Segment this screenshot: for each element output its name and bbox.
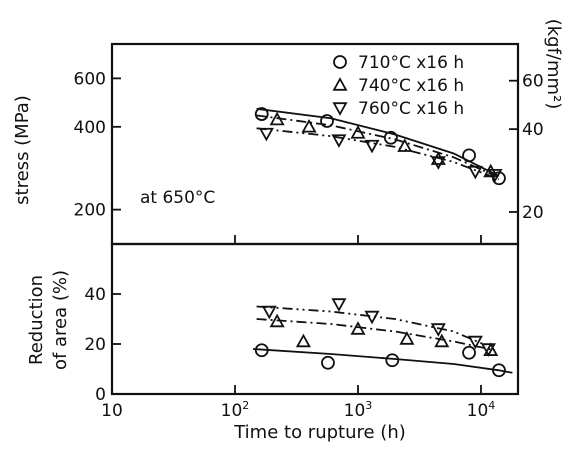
bottom-data-point bbox=[364, 310, 380, 325]
legend-label: 740°C x16 h bbox=[358, 76, 464, 96]
top-y2-tick-label: 40 bbox=[522, 120, 544, 140]
bottom-data-point bbox=[492, 363, 506, 378]
top-data-point bbox=[467, 165, 483, 180]
top-y2-tick-label: 60 bbox=[522, 72, 544, 92]
bottom-fit-line-1 bbox=[256, 318, 496, 352]
top-data-point bbox=[483, 163, 499, 178]
legend-marker bbox=[332, 102, 348, 116]
bottom-data-point bbox=[295, 333, 311, 348]
bottom-y-ticks: 0 20 40 bbox=[84, 285, 121, 405]
top-data-point bbox=[350, 125, 366, 139]
bottom-data-point bbox=[434, 333, 450, 348]
top-data-points bbox=[254, 107, 506, 186]
top-fit-line-1 bbox=[256, 114, 500, 179]
bottom-data-point bbox=[399, 331, 415, 345]
top-y2-tick-label: 20 bbox=[522, 203, 544, 223]
top-y-tick-label: 200 bbox=[74, 201, 106, 221]
legend-label: 710°C x16 h bbox=[358, 53, 464, 73]
bottom-y-axis-title-line2: of area (%) bbox=[50, 270, 71, 370]
legend-label: 760°C x16 h bbox=[358, 99, 464, 119]
temperature-annotation: at 650°C bbox=[140, 188, 215, 208]
legend-marker bbox=[333, 55, 347, 69]
bottom-data-points bbox=[254, 298, 506, 378]
bottom-data-point bbox=[467, 335, 483, 350]
legend: 710°C x16 h 740°C x16 h 760°C x16 h bbox=[332, 53, 464, 119]
top-data-point bbox=[258, 127, 274, 142]
x-axis-title: Time to rupture (h) bbox=[233, 422, 406, 443]
top-y-tick-label: 600 bbox=[74, 69, 106, 89]
top-data-point bbox=[364, 139, 380, 154]
top-y2-ticks: 20 40 60 bbox=[509, 72, 544, 223]
bottom-fit-lines bbox=[252, 305, 513, 374]
bottom-data-point bbox=[385, 353, 400, 368]
top-data-point bbox=[487, 168, 503, 183]
top-fit-lines bbox=[256, 107, 500, 181]
bottom-data-point bbox=[254, 343, 269, 358]
bottom-data-point bbox=[430, 323, 446, 337]
bottom-data-point bbox=[331, 298, 347, 312]
bottom-y-axis-title-line1: Reduction bbox=[26, 275, 47, 365]
bottom-y-tick-label: 0 bbox=[95, 385, 106, 405]
x-tick-label: 103 bbox=[344, 399, 373, 421]
top-data-point bbox=[397, 138, 413, 152]
bottom-data-point bbox=[350, 321, 366, 335]
top-y-tick-label: 400 bbox=[74, 118, 106, 138]
top-fit-line-2 bbox=[256, 127, 500, 181]
bottom-fit-line-2 bbox=[256, 305, 487, 347]
bottom-x-ticks: 10 102 103 104 bbox=[101, 385, 495, 421]
bottom-y-tick-label: 20 bbox=[84, 335, 106, 355]
bottom-data-point bbox=[462, 345, 476, 360]
top-data-point bbox=[383, 130, 398, 145]
top-data-point bbox=[430, 156, 446, 170]
bottom-data-point bbox=[483, 342, 499, 356]
bottom-data-point bbox=[480, 343, 496, 357]
x-tick-label: 102 bbox=[221, 399, 250, 421]
bottom-plot-frame bbox=[110, 242, 520, 396]
x-tick-label: 10 bbox=[101, 401, 123, 421]
top-x-ticks bbox=[111, 235, 482, 244]
top-data-point bbox=[301, 118, 317, 133]
top-plot-frame bbox=[110, 42, 520, 246]
top-y-ticks: 200 400 600 bbox=[74, 69, 121, 221]
bottom-data-point bbox=[261, 305, 277, 320]
bottom-data-point bbox=[269, 313, 285, 328]
top-data-point bbox=[430, 151, 446, 165]
bottom-fit-line-0 bbox=[252, 348, 513, 374]
top-data-point bbox=[331, 134, 347, 148]
top-y-axis-title: stress (MPa) bbox=[12, 95, 33, 205]
top-data-point bbox=[269, 111, 285, 126]
bottom-y-tick-label: 40 bbox=[84, 285, 106, 305]
top-data-point bbox=[254, 107, 269, 121]
legend-marker bbox=[332, 77, 348, 91]
x-tick-label: 104 bbox=[467, 399, 496, 421]
top-data-point bbox=[462, 148, 476, 163]
top-data-point bbox=[320, 114, 334, 128]
bottom-data-point bbox=[321, 355, 335, 370]
top-y2-axis-title: (kgf/mm²) bbox=[543, 19, 564, 110]
